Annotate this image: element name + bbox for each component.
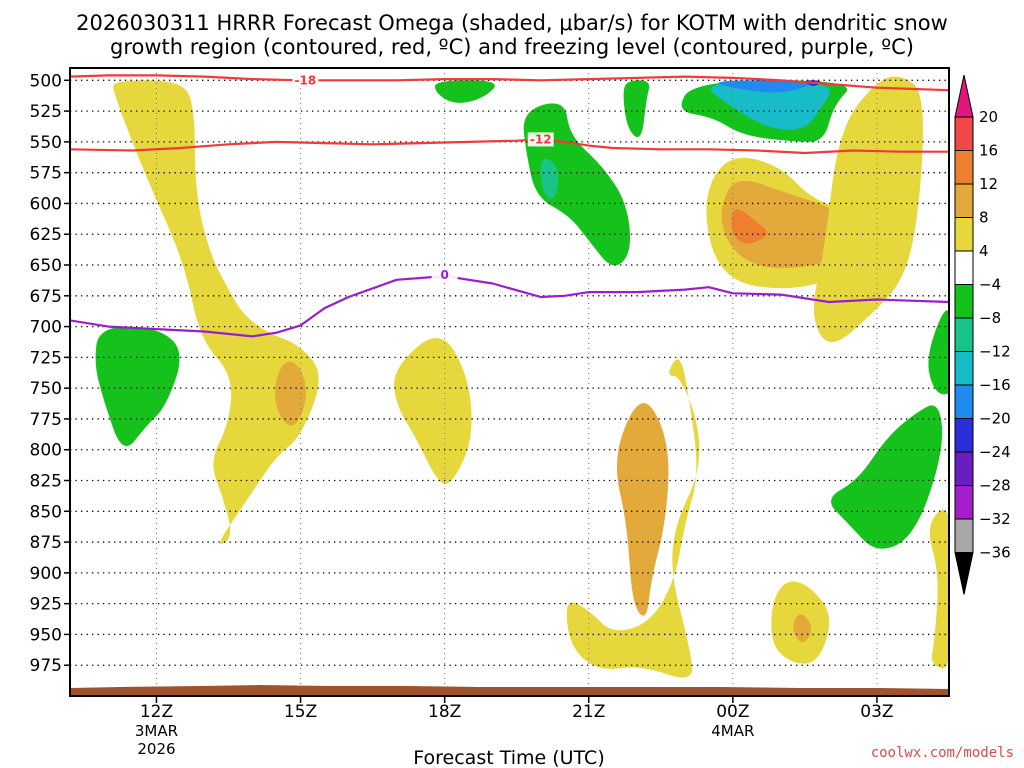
colorbar-swatch-13: [954, 518, 974, 553]
omega-region-2: [393, 338, 472, 484]
colorbar-label: −4: [979, 276, 1001, 294]
omega-neg-region-5: [711, 80, 831, 130]
y-tick-label-775: 775: [30, 410, 62, 430]
y-tick-label-725: 725: [30, 348, 62, 368]
colorbar-label: −12: [979, 343, 1011, 361]
colorbar-swatch-10: [954, 418, 974, 453]
omega-neg-region-3: [540, 158, 558, 199]
omega-region-0: [113, 80, 319, 545]
y-axis: 500 525 550 575 600 625 650 675 700 725 750 775 800 8…: [30, 71, 70, 676]
x-tick-label-00Z: 00Z: [716, 702, 749, 722]
colorbar-swatch-12: [954, 485, 974, 520]
colorbar-label: −20: [979, 410, 1011, 428]
colorbar-swatch-5: [954, 250, 974, 285]
y-tick-label-825: 825: [30, 472, 62, 492]
colorbar-label: −36: [979, 544, 1011, 562]
omega-region-6: [793, 614, 812, 643]
x-axis-label: Forecast Time (UTC): [413, 747, 604, 768]
contour-lines: -18 -12 0: [70, 73, 949, 338]
chart-title-line2: growth region (contoured, red, ºC) and f…: [110, 35, 914, 59]
y-tick-label-625: 625: [30, 225, 62, 245]
colorbar-swatch-4: [954, 217, 974, 252]
colorbar-swatch-1: [954, 116, 974, 151]
x-tick-label-12Z: 12Z: [140, 702, 173, 722]
omega-neg-region-0: [435, 80, 495, 103]
y-tick-label-700: 700: [30, 318, 62, 338]
colorbar-label: 8: [979, 209, 989, 227]
colorbar-label: −8: [979, 309, 1001, 327]
y-tick-label-975: 975: [30, 656, 62, 676]
colorbar-swatch-11: [954, 451, 974, 486]
omega-positive-shading: [113, 76, 949, 678]
y-tick-label-500: 500: [30, 71, 62, 91]
x-tick-label-18Z: 18Z: [428, 702, 461, 722]
colorbar: 20 16 12 8 4 −4 −8 −12 −16 −20 −24 −28 −32 −36: [954, 74, 1011, 595]
omega-neg-region-10: [928, 310, 949, 395]
contour-label-dgz_minus18: -18: [295, 73, 317, 87]
y-tick-label-850: 850: [30, 502, 62, 522]
x-date-label: 3MAR: [135, 722, 178, 740]
colorbar-label: 4: [979, 242, 989, 260]
contour-label-freezing_0: 0: [440, 268, 448, 282]
colorbar-swatch-2: [954, 150, 974, 185]
colorbar-label: −24: [979, 443, 1011, 461]
contour-dgz_minus18: [70, 74, 949, 92]
chart-title-line1: 2026030311 HRRR Forecast Omega (shaded, …: [76, 11, 948, 35]
x-year-label: 2026: [137, 740, 175, 758]
colorbar-swatch-8: [954, 351, 974, 386]
plot-area: -18 -12 0: [69, 67, 950, 697]
y-tick-label-650: 650: [30, 256, 62, 276]
x-tick-label-15Z: 15Z: [284, 702, 317, 722]
plot-frame: [69, 67, 950, 697]
contour-label-bg-dgz_minus18: [292, 73, 319, 88]
contour-label-bg-freezing_0: [431, 267, 458, 282]
colorbar-swatch-7: [954, 317, 974, 352]
colorbar-swatch-6: [954, 284, 974, 319]
terrain-ground: [70, 685, 949, 696]
omega-region-9: [731, 209, 767, 244]
x-date-label: 4MAR: [711, 722, 754, 740]
colorbar-label: 16: [979, 142, 998, 160]
dotted-grid: [70, 68, 949, 696]
y-tick-label-675: 675: [30, 287, 62, 307]
y-tick-label-575: 575: [30, 164, 62, 184]
y-tick-label-925: 925: [30, 595, 62, 615]
omega-neg-region-9: [831, 405, 943, 549]
credit-text: coolwx.com/models: [871, 745, 1014, 761]
y-tick-label-875: 875: [30, 533, 62, 553]
colorbar-label: 20: [979, 108, 998, 126]
omega-region-1: [275, 361, 306, 426]
omega-neg-region-8: [95, 326, 180, 447]
omega-region-10: [813, 76, 923, 342]
y-tick-label-900: 900: [30, 564, 62, 584]
colorbar-label: 12: [979, 175, 998, 193]
contour-freezing_0: [70, 275, 949, 338]
omega-region-3: [566, 359, 700, 678]
contour-label-bg-dgz_minus12: [527, 132, 554, 147]
y-tick-label-525: 525: [30, 102, 62, 122]
colorbar-swatch-3: [954, 183, 974, 218]
y-tick-label-550: 550: [30, 133, 62, 153]
y-tick-label-600: 600: [30, 194, 62, 214]
x-tick-label-21Z: 21Z: [572, 702, 605, 722]
omega-neg-region-6: [718, 80, 808, 93]
y-tick-label-800: 800: [30, 441, 62, 461]
contour-label-dgz_minus12: -12: [530, 132, 552, 146]
colorbar-top-triangle: [954, 74, 974, 118]
y-tick-label-750: 750: [30, 379, 62, 399]
omega-region-11: [929, 509, 949, 669]
colorbar-label: −28: [979, 477, 1011, 495]
y-tick-label-950: 950: [30, 625, 62, 645]
omega-region-8: [721, 180, 858, 269]
omega-region-4: [616, 403, 669, 616]
colorbar-label: −16: [979, 376, 1011, 394]
colorbar-bottom-triangle: [954, 552, 974, 595]
x-tick-label-03Z: 03Z: [860, 702, 893, 722]
colorbar-label: −32: [979, 510, 1011, 528]
omega-neg-region-1: [623, 80, 650, 138]
colorbar-swatch-9: [954, 384, 974, 419]
